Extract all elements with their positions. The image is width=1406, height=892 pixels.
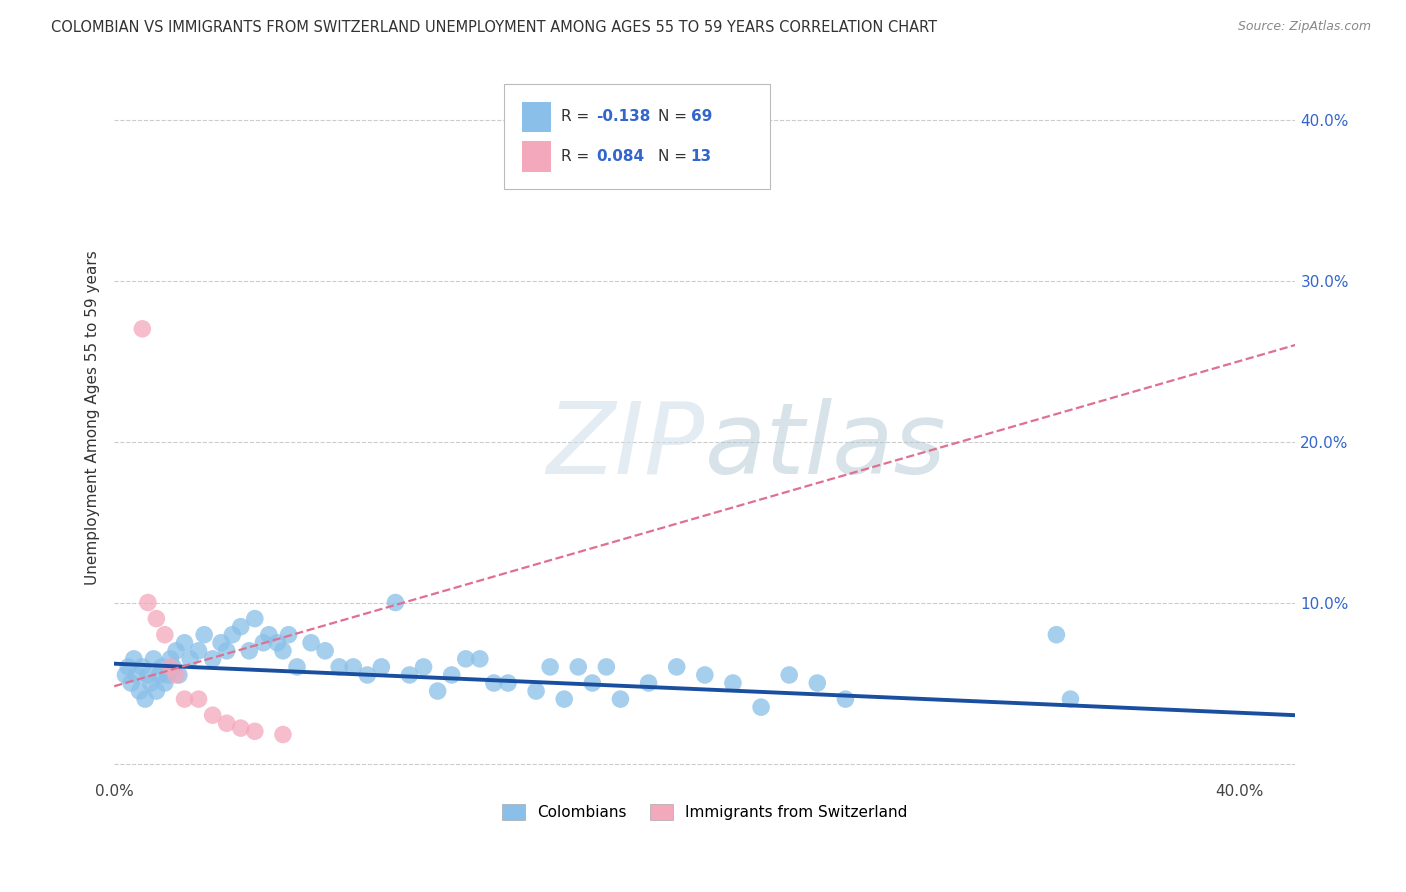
Point bbox=[806, 676, 828, 690]
Point bbox=[156, 668, 179, 682]
Point bbox=[693, 668, 716, 682]
Point bbox=[145, 612, 167, 626]
Point bbox=[1045, 628, 1067, 642]
Text: atlas: atlas bbox=[704, 398, 946, 495]
FancyBboxPatch shape bbox=[503, 84, 770, 189]
Text: 69: 69 bbox=[690, 109, 711, 124]
Text: 13: 13 bbox=[690, 149, 711, 164]
Point bbox=[665, 660, 688, 674]
Point bbox=[1059, 692, 1081, 706]
Point bbox=[153, 628, 176, 642]
Point bbox=[440, 668, 463, 682]
Point bbox=[209, 636, 232, 650]
Point bbox=[136, 668, 159, 682]
Point bbox=[538, 660, 561, 674]
Point bbox=[162, 660, 184, 674]
Point bbox=[120, 676, 142, 690]
Point bbox=[342, 660, 364, 674]
Point bbox=[145, 684, 167, 698]
Point bbox=[567, 660, 589, 674]
Point bbox=[370, 660, 392, 674]
Point bbox=[243, 724, 266, 739]
Point bbox=[139, 676, 162, 690]
Legend: Colombians, Immigrants from Switzerland: Colombians, Immigrants from Switzerland bbox=[496, 798, 914, 826]
Point bbox=[468, 652, 491, 666]
Point bbox=[179, 652, 201, 666]
Point bbox=[122, 652, 145, 666]
Point bbox=[285, 660, 308, 674]
Text: R =: R = bbox=[561, 109, 593, 124]
Text: ZIP: ZIP bbox=[547, 398, 704, 495]
Point bbox=[165, 668, 187, 682]
Point bbox=[426, 684, 449, 698]
Text: 0.084: 0.084 bbox=[596, 149, 644, 164]
Point bbox=[136, 595, 159, 609]
Point bbox=[201, 652, 224, 666]
Point bbox=[749, 700, 772, 714]
Point bbox=[524, 684, 547, 698]
Point bbox=[454, 652, 477, 666]
Point bbox=[277, 628, 299, 642]
Point bbox=[778, 668, 800, 682]
Point bbox=[384, 595, 406, 609]
Point bbox=[193, 628, 215, 642]
Point bbox=[173, 692, 195, 706]
Point bbox=[271, 644, 294, 658]
Point bbox=[243, 612, 266, 626]
Text: R =: R = bbox=[561, 149, 593, 164]
Text: N =: N = bbox=[658, 149, 692, 164]
Point bbox=[482, 676, 505, 690]
Point bbox=[165, 644, 187, 658]
Point bbox=[496, 676, 519, 690]
Point bbox=[271, 727, 294, 741]
Point bbox=[299, 636, 322, 650]
Point bbox=[215, 716, 238, 731]
Point bbox=[173, 636, 195, 650]
Point bbox=[131, 660, 153, 674]
Point bbox=[215, 644, 238, 658]
Point bbox=[148, 668, 170, 682]
Point bbox=[257, 628, 280, 642]
Point bbox=[167, 668, 190, 682]
Bar bbox=[522, 141, 551, 172]
Bar bbox=[522, 102, 551, 132]
Point bbox=[221, 628, 243, 642]
Point bbox=[328, 660, 350, 674]
Point bbox=[398, 668, 420, 682]
Point bbox=[125, 668, 148, 682]
Point bbox=[142, 652, 165, 666]
Point bbox=[314, 644, 336, 658]
Y-axis label: Unemployment Among Ages 55 to 59 years: Unemployment Among Ages 55 to 59 years bbox=[86, 250, 100, 585]
Point bbox=[229, 721, 252, 735]
Point bbox=[721, 676, 744, 690]
Text: COLOMBIAN VS IMMIGRANTS FROM SWITZERLAND UNEMPLOYMENT AMONG AGES 55 TO 59 YEARS : COLOMBIAN VS IMMIGRANTS FROM SWITZERLAND… bbox=[51, 20, 936, 35]
Text: -0.138: -0.138 bbox=[596, 109, 651, 124]
Point bbox=[153, 676, 176, 690]
Point bbox=[201, 708, 224, 723]
Point bbox=[159, 652, 181, 666]
Point bbox=[595, 660, 617, 674]
Point bbox=[238, 644, 260, 658]
Point bbox=[356, 668, 378, 682]
Point bbox=[609, 692, 631, 706]
Point bbox=[252, 636, 274, 650]
Point bbox=[187, 644, 209, 658]
Point bbox=[131, 322, 153, 336]
Point bbox=[412, 660, 434, 674]
Point bbox=[159, 660, 181, 674]
Point bbox=[834, 692, 856, 706]
Point bbox=[128, 684, 150, 698]
Text: N =: N = bbox=[658, 109, 692, 124]
Point bbox=[266, 636, 288, 650]
Point bbox=[581, 676, 603, 690]
Point bbox=[150, 660, 173, 674]
Point bbox=[553, 692, 575, 706]
Point bbox=[117, 660, 139, 674]
Text: Source: ZipAtlas.com: Source: ZipAtlas.com bbox=[1237, 20, 1371, 33]
Point bbox=[229, 620, 252, 634]
Point bbox=[187, 692, 209, 706]
Point bbox=[114, 668, 136, 682]
Point bbox=[637, 676, 659, 690]
Point bbox=[134, 692, 156, 706]
